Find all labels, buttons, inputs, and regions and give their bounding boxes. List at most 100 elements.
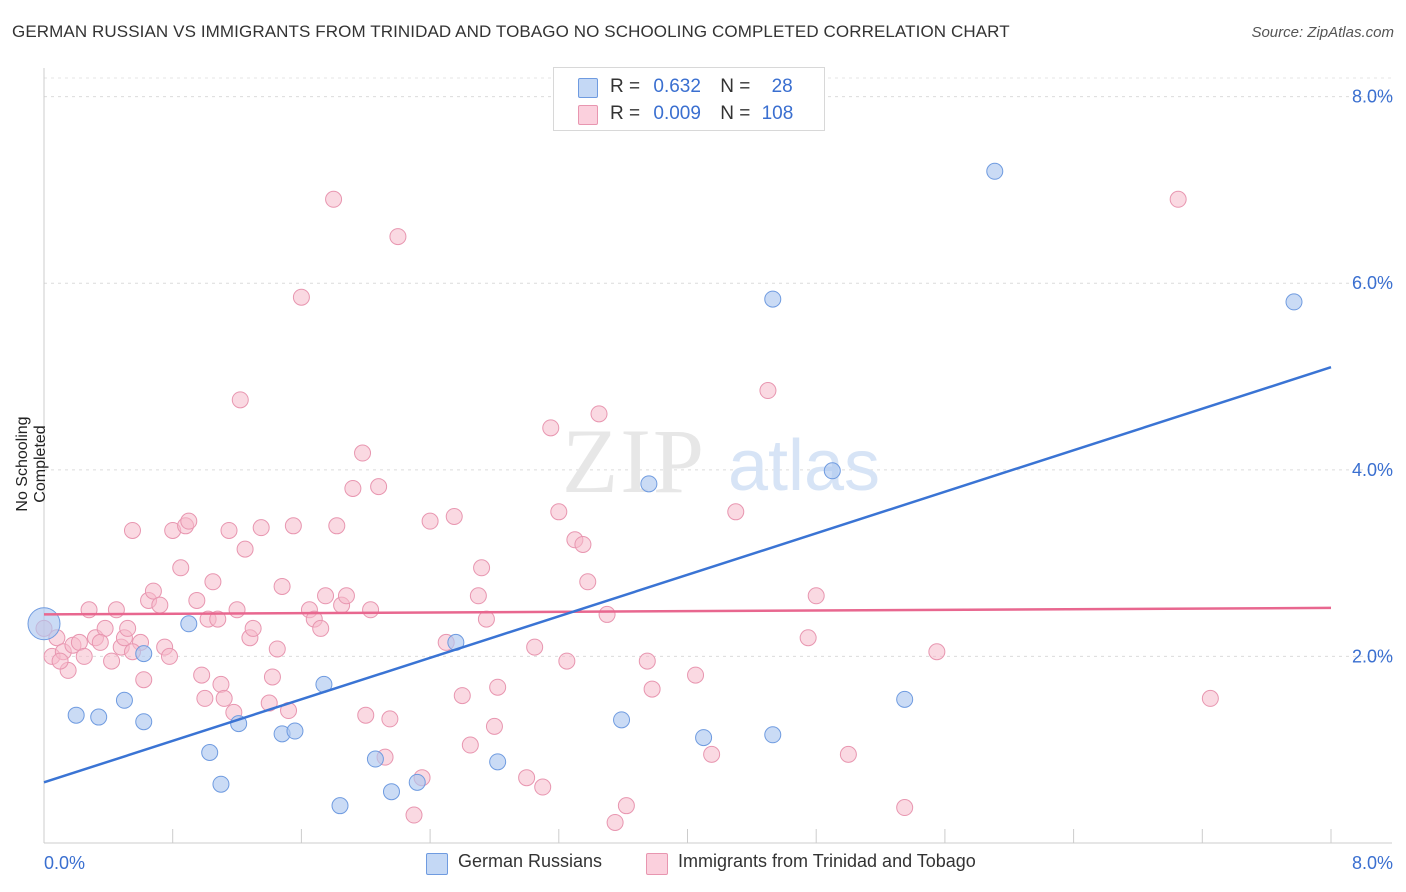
bottom-legend-swatch-pink: [646, 853, 668, 875]
trinidad-point: [489, 678, 507, 696]
trinidad-point: [144, 582, 162, 600]
gridlines: [44, 77, 1392, 657]
trinidad-point: [337, 587, 355, 605]
trinidad-point: [727, 503, 745, 521]
trinidad-point: [193, 666, 211, 684]
trinidad-point: [928, 643, 946, 661]
german-russian-point: [896, 690, 914, 708]
german-russian-trend-line: [43, 366, 1332, 784]
trinidad-point: [807, 587, 825, 605]
trinidad-point: [354, 444, 372, 462]
german-russian-point: [67, 706, 85, 724]
trinidad-point: [579, 573, 597, 591]
german-russian-point: [90, 708, 108, 726]
german-russian-point: [331, 797, 349, 815]
source-credit: Source: ZipAtlas.com: [1251, 24, 1394, 41]
trinidad-point: [284, 517, 302, 535]
trinidad-point: [263, 668, 281, 686]
trinidad-point: [477, 610, 495, 628]
trinidad-trend-line: [43, 606, 1332, 616]
german-russian-point: [27, 607, 61, 641]
legend-r-value: 0.632: [653, 76, 701, 97]
trinidad-point: [172, 559, 190, 577]
trinidad-point: [485, 717, 503, 735]
german-russian-point: [823, 462, 841, 480]
trinidad-point: [703, 745, 721, 763]
trinidad-point: [212, 675, 230, 693]
trinidad-point: [312, 619, 330, 637]
trinidad-point: [421, 512, 439, 530]
legend-n-label: N =: [720, 103, 751, 124]
trinidad-point: [180, 512, 198, 530]
german-russian-point: [382, 783, 400, 801]
trinidad-point: [598, 605, 616, 623]
y-tick-label: 8.0%: [1352, 87, 1393, 107]
trinidad-point: [268, 640, 286, 658]
legend-r-value: 0.009: [653, 103, 701, 124]
trinidad-point: [590, 405, 608, 423]
trinidad-point: [209, 610, 227, 628]
trinidad-point: [606, 813, 624, 831]
trinidad-point: [542, 419, 560, 437]
trinidad-point: [638, 652, 656, 670]
trinidad-point: [196, 689, 214, 707]
trinidad-point: [362, 601, 380, 619]
y-tick-label: 6.0%: [1352, 273, 1393, 293]
trinidad-point: [135, 671, 153, 689]
german-russian-point: [115, 691, 133, 709]
trinidad-point: [534, 778, 552, 796]
trinidad-point: [151, 596, 169, 614]
y-tick-label: 4.0%: [1352, 460, 1393, 480]
watermark-zip: ZIP: [562, 410, 706, 512]
axes: [43, 68, 1392, 844]
trinidad-point: [453, 687, 471, 705]
trinidad-point: [292, 288, 310, 306]
trinidad-point: [526, 638, 544, 656]
german-russian-point: [408, 773, 426, 791]
series-german-russian-points: [27, 162, 1303, 815]
trinidad-point: [617, 797, 635, 815]
trinidad-point: [215, 689, 233, 707]
legend-swatch-blue: [578, 78, 598, 98]
trinidad-point: [236, 540, 254, 558]
trinidad-point: [405, 806, 423, 824]
german-russian-point: [764, 290, 782, 308]
trinidad-point: [839, 745, 857, 763]
german-russian-point: [489, 753, 507, 771]
trinidad-point: [188, 591, 206, 609]
chart-title: GERMAN RUSSIAN VS IMMIGRANTS FROM TRINID…: [12, 22, 1010, 41]
german-russian-point: [180, 615, 198, 633]
german-russian-point: [1285, 293, 1303, 311]
german-russian-point: [764, 726, 782, 744]
trinidad-point: [317, 587, 335, 605]
trinidad-point: [228, 601, 246, 619]
legend-n-label: N =: [720, 76, 751, 97]
trinidad-point: [220, 521, 238, 539]
trinidad-point: [473, 559, 491, 577]
trinidad-point: [461, 736, 479, 754]
trinidad-point: [389, 228, 407, 246]
trinidad-point: [123, 521, 141, 539]
trinidad-point: [550, 503, 568, 521]
german-russian-point: [613, 711, 631, 729]
trinidad-point: [107, 601, 125, 619]
trinidad-point: [574, 535, 592, 553]
trinidad-point: [51, 652, 69, 670]
watermark: ZIP atlas: [562, 410, 880, 512]
trinidad-point: [558, 652, 576, 670]
german-russian-point: [986, 162, 1004, 180]
german-russian-point: [640, 475, 658, 493]
y-axis-label: No Schooling Completed: [14, 416, 49, 512]
bottom-legend-label: German Russians: [458, 851, 603, 871]
german-russian-point: [212, 775, 230, 793]
trinidad-point: [252, 519, 270, 537]
trinidad-point: [469, 587, 487, 605]
x-tick-label: 8.0%: [1352, 853, 1393, 873]
trinidad-point: [103, 652, 121, 670]
german-russian-point: [135, 645, 153, 663]
correlation-legend: R = 0.632 N = 28 R = 0.009 N = 108: [553, 67, 825, 131]
trinidad-point: [328, 517, 346, 535]
legend-n-value: 28: [771, 76, 793, 97]
trinidad-point: [799, 629, 817, 647]
